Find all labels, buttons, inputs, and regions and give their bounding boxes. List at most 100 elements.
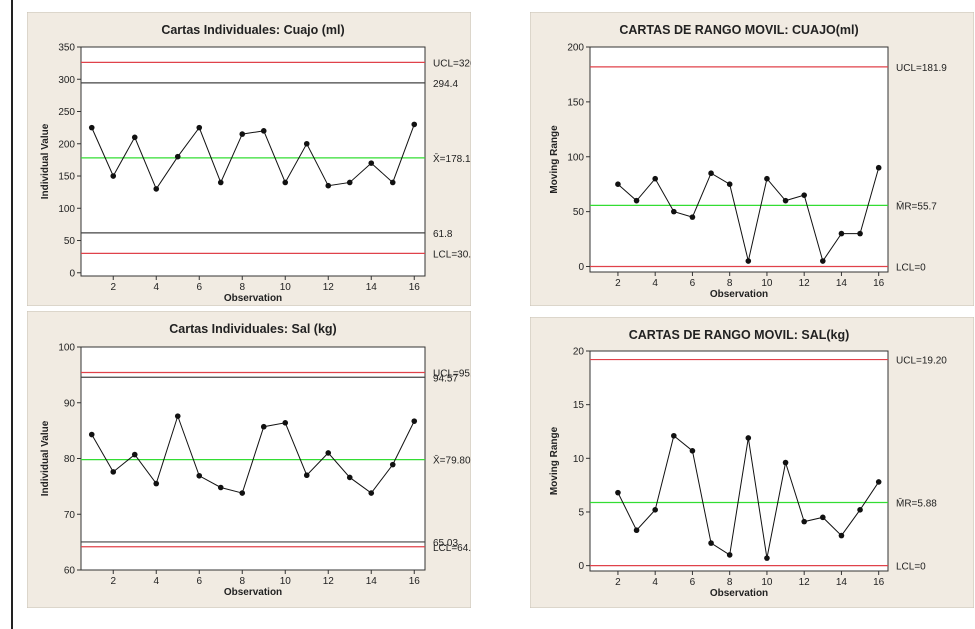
data-point: [875, 164, 882, 171]
x-tick-label: 8: [239, 282, 245, 293]
data-point: [346, 179, 353, 186]
chart-svg: CARTAS DE RANGO MOVIL: CUAJO(ml) 0 50 100 15…: [530, 12, 974, 306]
data-point: [88, 431, 95, 438]
x-tick-label: 12: [323, 576, 335, 587]
chart-title: CARTAS DE RANGO MOVIL: CUAJO(ml): [619, 23, 858, 37]
data-point: [782, 459, 789, 466]
x-tick-label: 10: [761, 577, 773, 588]
y-tick-label: 200: [567, 43, 584, 54]
chart-title: Cartas Individuales: Cuajo (ml): [161, 23, 344, 37]
chart-panel-sal-moving-range: CARTAS DE RANGO MOVIL: SAL(kg) 0 5 10 15 20 2 4…: [530, 317, 974, 608]
data-point: [260, 128, 267, 134]
x-tick-label: 6: [196, 282, 202, 293]
x-tick-label: 10: [280, 576, 292, 587]
y-tick-label: 350: [58, 43, 75, 54]
reference-line-label: LCL=30.1: [433, 249, 471, 260]
y-tick-label: 60: [64, 566, 76, 577]
series-line: [91, 124, 415, 190]
reference-line-label: 294.4: [433, 79, 458, 90]
data-point: [110, 173, 117, 179]
chart-panel-sal-individuals: Cartas Individuales: Sal (kg) 60 70 80 90 100…: [27, 311, 471, 608]
data-point: [260, 423, 267, 430]
y-tick-label: 300: [58, 75, 75, 86]
x-tick-label: 8: [727, 577, 733, 588]
reference-line-label: X̄=79.80: [433, 454, 471, 467]
data-point: [875, 479, 882, 485]
data-point: [174, 413, 181, 419]
reference-line-label: LCL=64.17: [433, 543, 471, 554]
data-point: [325, 182, 332, 189]
data-point: [726, 181, 733, 187]
y-tick-label: 80: [64, 454, 76, 465]
x-axis-label: Observation: [224, 293, 282, 304]
data-point: [689, 448, 696, 454]
reference-line-label: LCL=0: [896, 263, 926, 274]
data-point: [368, 490, 375, 496]
x-tick-label: 16: [409, 576, 421, 587]
y-axis-label: Individual Value: [40, 420, 51, 496]
y-tick-label: 70: [64, 510, 76, 521]
x-tick-label: 2: [615, 577, 621, 588]
data-point: [671, 208, 677, 215]
y-axis-label: Moving Range: [549, 125, 560, 194]
chart-panel-cuajo-moving-range: CARTAS DE RANGO MOVIL: CUAJO(ml) 0 50 100 15…: [530, 12, 974, 306]
x-tick-label: 14: [366, 282, 378, 293]
x-tick-label: 8: [727, 278, 733, 289]
data-point: [196, 124, 203, 131]
x-tick-label: 14: [836, 577, 848, 588]
data-point: [838, 230, 845, 237]
data-point: [174, 153, 181, 160]
data-point: [782, 197, 789, 204]
data-point: [764, 555, 770, 561]
x-tick-label: 10: [761, 278, 773, 289]
data-point: [131, 451, 138, 458]
y-tick-label: 100: [58, 343, 75, 354]
y-tick-label: 100: [567, 152, 584, 163]
reference-line-label: UCL=19.20: [896, 356, 947, 367]
y-tick-label: 10: [573, 454, 585, 465]
x-tick-label: 14: [836, 278, 848, 289]
y-axis-label: Individual Value: [40, 123, 51, 199]
y-tick-label: 100: [58, 204, 75, 215]
x-tick-label: 2: [110, 576, 116, 587]
x-tick-label: 4: [652, 278, 658, 289]
data-point: [764, 175, 770, 182]
data-point: [801, 518, 807, 525]
data-point: [303, 472, 310, 479]
data-point: [726, 552, 733, 558]
data-point: [708, 540, 714, 546]
reference-line-label: M̄R=5.88: [896, 497, 937, 510]
x-axis-label: Observation: [710, 588, 768, 599]
y-tick-label: 0: [578, 262, 584, 273]
x-tick-label: 14: [366, 576, 378, 587]
data-point: [857, 230, 863, 237]
chart-panel-cuajo-individuals: Cartas Individuales: Cuajo (ml) 0 50 100 150…: [27, 12, 471, 306]
reference-line-label: 65.03: [433, 538, 458, 549]
data-point: [652, 175, 658, 182]
page-left-rule: [11, 0, 13, 629]
x-tick-label: 12: [799, 577, 811, 588]
y-tick-label: 5: [578, 507, 584, 518]
data-point: [88, 124, 95, 131]
data-point: [196, 472, 203, 479]
data-point: [745, 258, 752, 264]
data-point: [652, 507, 658, 513]
x-tick-label: 6: [196, 576, 202, 587]
x-tick-label: 12: [799, 278, 811, 289]
x-tick-label: 4: [652, 577, 658, 588]
x-axis-label: Observation: [710, 289, 768, 300]
x-tick-label: 4: [153, 282, 159, 293]
y-tick-label: 150: [567, 97, 584, 108]
data-point: [689, 214, 696, 220]
x-tick-label: 16: [409, 282, 421, 293]
chart-title: Cartas Individuales: Sal (kg): [169, 322, 336, 336]
data-point: [633, 527, 640, 534]
data-point: [820, 258, 826, 264]
data-point: [282, 179, 289, 186]
y-axis-label: Moving Range: [549, 426, 560, 495]
x-tick-label: 2: [615, 278, 621, 289]
y-tick-label: 0: [578, 561, 584, 572]
data-point: [110, 469, 117, 475]
data-point: [838, 532, 845, 539]
data-point: [239, 131, 246, 137]
